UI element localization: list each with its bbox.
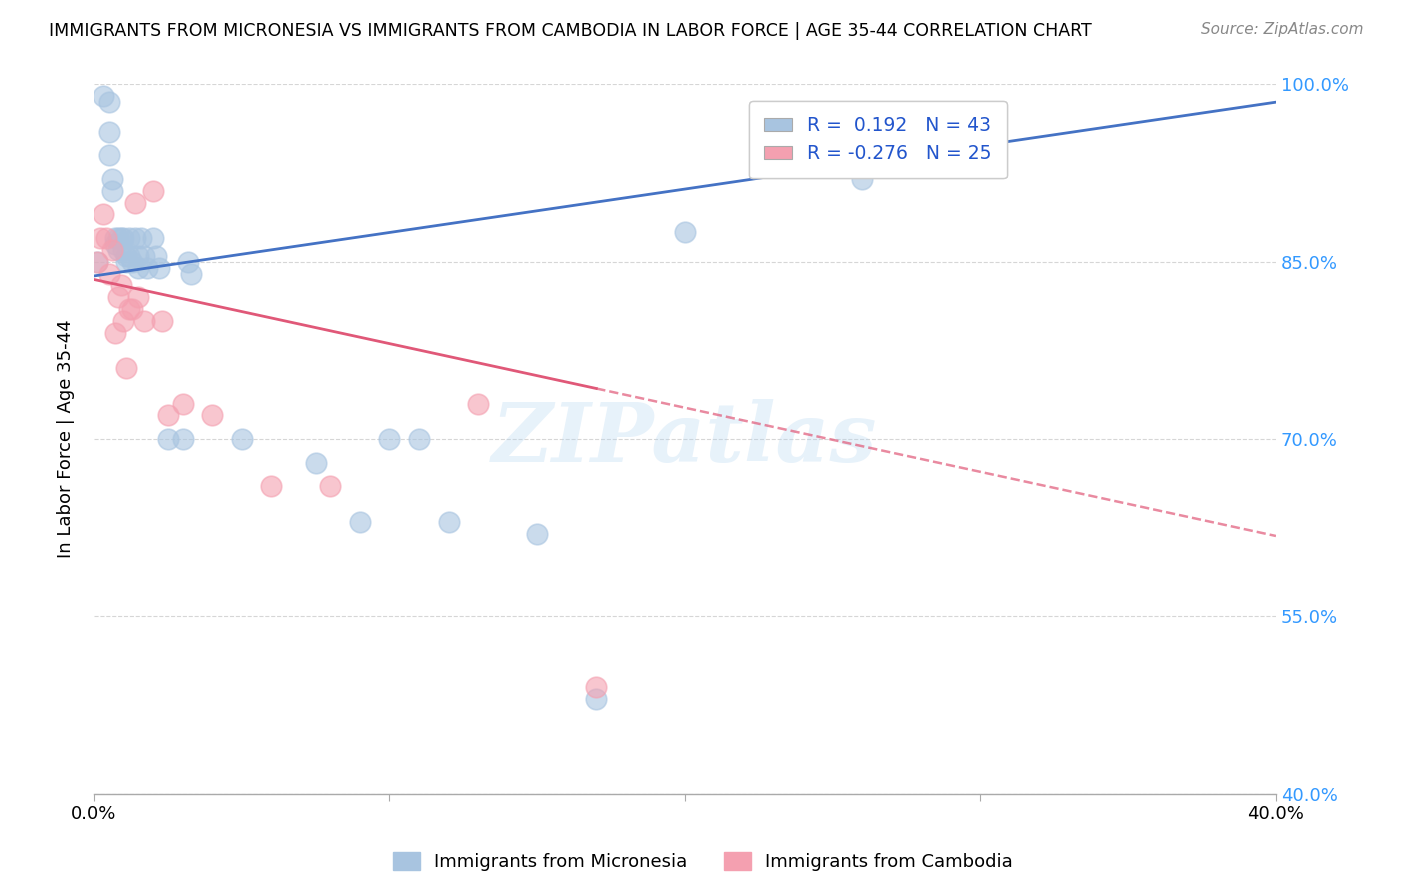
Point — [260, 479, 283, 493]
Point — [91, 207, 114, 221]
Point — [673, 225, 696, 239]
Point — [156, 432, 179, 446]
Point — [821, 107, 844, 121]
Point — [121, 301, 143, 316]
Point — [118, 301, 141, 316]
Point — [129, 231, 152, 245]
Point — [156, 409, 179, 423]
Point — [100, 184, 122, 198]
Point — [172, 432, 194, 446]
Point — [100, 172, 122, 186]
Point — [94, 231, 117, 245]
Point — [121, 254, 143, 268]
Point — [231, 432, 253, 446]
Point — [134, 314, 156, 328]
Point — [172, 396, 194, 410]
Point — [142, 231, 165, 245]
Point — [177, 254, 200, 268]
Point — [107, 231, 129, 245]
Point — [107, 243, 129, 257]
Point — [145, 249, 167, 263]
Point — [378, 432, 401, 446]
Point — [104, 237, 127, 252]
Point — [585, 681, 607, 695]
Point — [148, 260, 170, 275]
Point — [97, 95, 120, 110]
Text: IMMIGRANTS FROM MICRONESIA VS IMMIGRANTS FROM CAMBODIA IN LABOR FORCE | AGE 35-4: IMMIGRANTS FROM MICRONESIA VS IMMIGRANTS… — [49, 22, 1092, 40]
Point — [104, 326, 127, 340]
Point — [127, 290, 149, 304]
Legend: Immigrants from Micronesia, Immigrants from Cambodia: Immigrants from Micronesia, Immigrants f… — [385, 845, 1021, 879]
Text: Source: ZipAtlas.com: Source: ZipAtlas.com — [1201, 22, 1364, 37]
Point — [136, 260, 159, 275]
Point — [115, 254, 138, 268]
Point — [89, 231, 111, 245]
Point — [437, 515, 460, 529]
Point — [107, 290, 129, 304]
Point — [319, 479, 342, 493]
Point — [408, 432, 430, 446]
Point — [112, 314, 135, 328]
Point — [104, 231, 127, 245]
Point — [115, 249, 138, 263]
Point — [180, 267, 202, 281]
Point — [201, 409, 224, 423]
Point — [304, 456, 326, 470]
Point — [118, 231, 141, 245]
Legend: R =  0.192   N = 43, R = -0.276   N = 25: R = 0.192 N = 43, R = -0.276 N = 25 — [749, 101, 1007, 178]
Point — [851, 172, 873, 186]
Point — [124, 231, 146, 245]
Point — [110, 231, 132, 245]
Text: ZIPatlas: ZIPatlas — [492, 399, 877, 479]
Point — [118, 249, 141, 263]
Point — [467, 396, 489, 410]
Point — [100, 243, 122, 257]
Y-axis label: In Labor Force | Age 35-44: In Labor Force | Age 35-44 — [58, 319, 75, 558]
Point — [86, 254, 108, 268]
Point — [91, 89, 114, 103]
Point — [110, 278, 132, 293]
Point — [134, 249, 156, 263]
Point — [349, 515, 371, 529]
Point — [127, 249, 149, 263]
Point — [142, 184, 165, 198]
Point — [150, 314, 173, 328]
Point — [585, 692, 607, 706]
Point — [97, 267, 120, 281]
Point — [86, 254, 108, 268]
Point — [115, 361, 138, 376]
Point — [97, 125, 120, 139]
Point — [97, 148, 120, 162]
Point — [112, 231, 135, 245]
Point — [526, 526, 548, 541]
Point — [112, 243, 135, 257]
Point — [127, 260, 149, 275]
Point — [124, 195, 146, 210]
